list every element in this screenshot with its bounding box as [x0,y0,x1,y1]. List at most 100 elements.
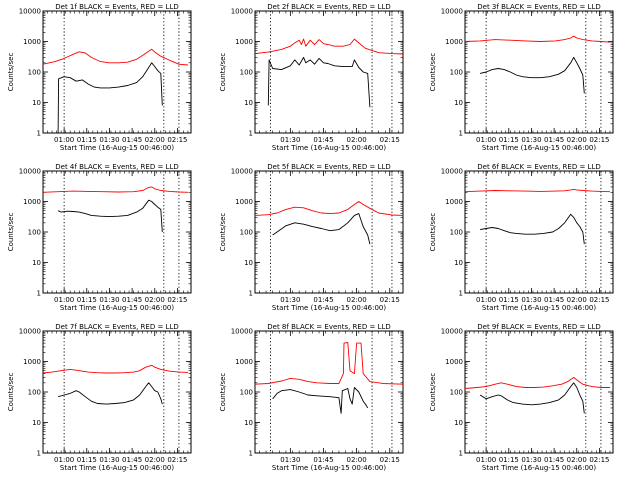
y-axis-label: Counts/sec [7,373,15,412]
lld-rate-line [254,342,404,385]
x-tick-label: 01:15 [77,296,97,304]
y-tick-label: 10000 [441,168,463,176]
plot-frame [254,10,404,134]
x-tick-label: 02:00 [347,296,367,304]
y-tick-label: 10 [244,419,253,427]
plot-frame [42,330,192,454]
panel-title: Det 7f BLACK = Events, RED = LLD [55,323,178,331]
panel-det-2: Det 2f BLACK = Events, RED = LLD 1 10 100 10… [219,3,404,152]
x-tick-label: 01:45 [544,456,564,464]
lld-rate-line [254,201,404,216]
x-tick-label: 02:15 [589,296,609,304]
plot-frame [464,170,614,294]
y-tick-label: 1000 [445,358,463,366]
x-tick-label: 01:00 [476,296,496,304]
lld-rate-line [464,376,610,389]
x-tick-label: 01:45 [544,136,564,144]
y-tick-label: 10 [32,259,41,267]
y-tick-label: 100 [240,69,253,77]
x-tick-label: 01:45 [122,456,142,464]
y-axis-label: Counts/sec [429,373,437,412]
lld-rate-line [464,35,611,43]
x-tick-label: 01:30 [280,136,300,144]
x-tick-label: 01:30 [99,456,119,464]
x-tick-label: 01:15 [77,456,97,464]
plot-frame [464,330,614,454]
y-tick-label: 100 [450,69,463,77]
y-tick-label: 10000 [231,168,253,176]
x-tick-label: 01:15 [77,136,97,144]
y-tick-label: 1 [459,290,463,298]
y-tick-label: 1000 [23,358,41,366]
lld-rate-line [254,38,404,55]
panel-title: Det 9f BLACK = Events, RED = LLD [477,323,600,331]
x-tick-label: 02:15 [589,456,609,464]
y-tick-label: 10 [244,259,253,267]
y-tick-label: 10000 [231,328,253,336]
x-tick-label: 01:30 [99,296,119,304]
y-tick-label: 100 [240,229,253,237]
panel-det-5: Det 5f BLACK = Events, RED = LLD 1 10 100 10… [219,163,404,312]
x-tick-label: 01:00 [476,456,496,464]
x-tick-label: 02:00 [145,456,165,464]
x-tick-label: 01:15 [499,136,519,144]
y-axis-label: Counts/sec [7,53,15,92]
event-rate-line [480,213,585,245]
y-axis-label: Counts/sec [7,213,15,252]
y-tick-label: 1 [249,450,253,458]
lld-rate-line [42,364,189,374]
y-tick-label: 1 [459,450,463,458]
lld-rate-line [464,188,611,193]
lld-rate-line [42,48,189,66]
panel-det-7: Det 7f BLACK = Events, RED = LLD 1 10 100 10… [7,323,192,472]
panel-det-6: Det 6f BLACK = Events, RED = LLD 1 10 100 10… [429,163,614,312]
x-tick-label: 01:30 [99,136,119,144]
y-tick-label: 1000 [235,38,253,46]
y-tick-label: 10000 [19,168,41,176]
x-tick-label: 01:00 [476,136,496,144]
x-tick-label: 01:45 [122,136,142,144]
y-tick-label: 10 [244,99,253,107]
panel-det-9: Det 9f BLACK = Events, RED = LLD 1 10 100 10… [429,323,614,472]
y-tick-label: 1 [37,290,41,298]
event-rate-line [479,56,585,94]
x-tick-label: 02:00 [145,296,165,304]
y-tick-label: 100 [28,69,41,77]
panel-title: Det 3f BLACK = Events, RED = LLD [477,3,600,11]
x-axis-label: Start Time (16-Aug-15 00:46:00) [272,464,386,472]
y-tick-label: 1 [37,130,41,138]
y-tick-label: 10000 [19,8,41,16]
x-tick-label: 02:00 [567,136,587,144]
x-axis-label: Start Time (16-Aug-15 00:46:00) [272,144,386,152]
x-tick-label: 02:00 [145,136,165,144]
panel-det-4: Det 4f BLACK = Events, RED = LLD 1 10 100 10… [7,163,192,312]
x-tick-label: 01:00 [54,456,74,464]
panel-title: Det 8f BLACK = Events, RED = LLD [267,323,390,331]
panel-det-8: Det 8f BLACK = Events, RED = LLD 1 10 100 10… [219,323,404,472]
x-tick-label: 01:30 [280,456,300,464]
y-tick-label: 1000 [445,198,463,206]
y-tick-label: 100 [450,389,463,397]
x-axis-label: Start Time (16-Aug-15 00:46:00) [482,144,596,152]
x-tick-label: 01:45 [544,296,564,304]
event-rate-line [57,62,163,134]
y-axis-label: Counts/sec [429,213,437,252]
x-axis-label: Start Time (16-Aug-15 00:46:00) [60,464,174,472]
x-tick-label: 02:00 [347,456,367,464]
event-rate-line [479,382,585,414]
y-tick-label: 10 [454,259,463,267]
panel-title: Det 1f BLACK = Events, RED = LLD [55,3,178,11]
y-tick-label: 1000 [445,38,463,46]
y-tick-label: 1000 [235,358,253,366]
x-tick-label: 02:15 [380,136,400,144]
x-axis-label: Start Time (16-Aug-15 00:46:00) [272,304,386,312]
x-axis-label: Start Time (16-Aug-15 00:46:00) [60,304,174,312]
y-tick-label: 10 [454,419,463,427]
event-rate-line [267,56,371,108]
x-tick-label: 01:30 [521,456,541,464]
x-tick-label: 01:30 [521,136,541,144]
y-tick-label: 10000 [441,328,463,336]
plot-frame [254,330,404,454]
x-tick-label: 01:45 [122,296,142,304]
event-rate-line [57,382,163,405]
